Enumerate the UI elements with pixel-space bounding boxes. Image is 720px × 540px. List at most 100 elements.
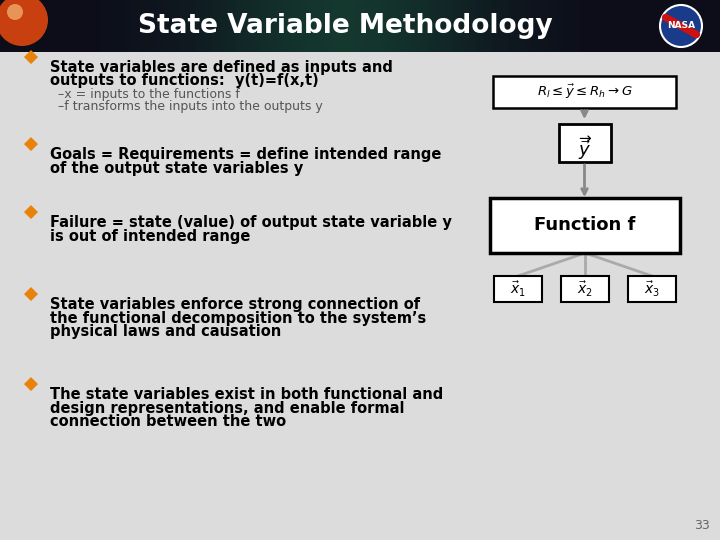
Bar (494, 276, 542, 302)
Bar (340, 0, 348, 52)
Bar (460, 0, 468, 52)
Bar (204, 0, 212, 52)
Bar (188, 0, 196, 52)
Bar (244, 0, 252, 52)
Bar (348, 0, 356, 52)
Text: Failure = state (value) of output state variable y: Failure = state (value) of output state … (50, 215, 452, 230)
Polygon shape (24, 137, 38, 151)
Bar (220, 0, 228, 52)
Bar (196, 0, 204, 52)
Bar (164, 0, 172, 52)
Polygon shape (24, 50, 38, 64)
FancyArrowPatch shape (665, 17, 696, 35)
Circle shape (660, 5, 702, 47)
Polygon shape (24, 205, 38, 219)
Text: $\vec{y}$: $\vec{y}$ (578, 138, 591, 162)
Text: State variables enforce strong connection of: State variables enforce strong connectio… (50, 297, 420, 312)
Text: Goals = Requirements = define intended range: Goals = Requirements = define intended r… (50, 147, 441, 162)
Bar (172, 0, 180, 52)
Bar (493, 76, 676, 108)
Bar (356, 0, 364, 52)
Text: design representations, and enable formal: design representations, and enable forma… (50, 401, 405, 415)
Bar (561, 276, 609, 302)
Bar (548, 0, 556, 52)
Bar (452, 0, 460, 52)
Text: $\vec{x}_2$: $\vec{x}_2$ (577, 280, 593, 299)
Bar (396, 0, 404, 52)
Bar (284, 0, 292, 52)
Bar (500, 0, 508, 52)
Bar (132, 0, 140, 52)
Text: The state variables exist in both functional and: The state variables exist in both functi… (50, 387, 444, 402)
Bar (572, 0, 580, 52)
Text: State variables are defined as inputs and: State variables are defined as inputs an… (50, 60, 393, 75)
Bar (100, 0, 108, 52)
Bar (228, 0, 236, 52)
Bar (428, 0, 436, 52)
Bar (236, 0, 244, 52)
Bar (292, 0, 300, 52)
Text: NASA: NASA (667, 22, 695, 30)
Bar (444, 0, 452, 52)
Text: Function f: Function f (534, 217, 636, 234)
Text: –x = inputs to the functions f: –x = inputs to the functions f (58, 88, 240, 101)
Bar (412, 0, 420, 52)
Bar (388, 0, 396, 52)
Bar (556, 0, 564, 52)
Bar (364, 0, 372, 52)
Bar (156, 0, 164, 52)
Bar (212, 0, 220, 52)
Bar (252, 0, 260, 52)
Polygon shape (24, 287, 38, 301)
Bar (484, 0, 492, 52)
Bar (372, 0, 380, 52)
Text: –f transforms the inputs into the outputs y: –f transforms the inputs into the output… (58, 100, 323, 113)
Text: $\rightarrow$: $\rightarrow$ (576, 131, 593, 145)
Bar (324, 0, 332, 52)
Bar (436, 0, 444, 52)
Bar (516, 0, 524, 52)
Bar (140, 0, 148, 52)
Bar (332, 0, 340, 52)
Text: 33: 33 (694, 519, 710, 532)
Bar (420, 0, 428, 52)
Text: $\vec{x}_1$: $\vec{x}_1$ (510, 280, 526, 299)
Bar (268, 0, 276, 52)
Text: $R_l \leq \vec{y} \leq R_h \rightarrow G$: $R_l \leq \vec{y} \leq R_h \rightarrow G… (536, 83, 632, 101)
Text: outputs to functions:  y(t)=f(x,t): outputs to functions: y(t)=f(x,t) (50, 73, 319, 89)
Text: of the output state variables y: of the output state variables y (50, 160, 303, 176)
Polygon shape (24, 377, 38, 391)
Bar (316, 0, 324, 52)
Bar (492, 0, 500, 52)
Bar (300, 0, 308, 52)
Bar (468, 0, 476, 52)
Text: physical laws and causation: physical laws and causation (50, 324, 282, 339)
Bar (404, 0, 412, 52)
Text: the functional decomposition to the system’s: the functional decomposition to the syst… (50, 310, 426, 326)
Bar (108, 0, 116, 52)
Bar (260, 0, 268, 52)
Bar (490, 198, 680, 253)
Bar (524, 0, 532, 52)
Bar (276, 0, 284, 52)
Text: connection between the two: connection between the two (50, 414, 286, 429)
Text: is out of intended range: is out of intended range (50, 228, 251, 244)
Bar (124, 0, 132, 52)
Bar (564, 0, 572, 52)
Circle shape (7, 4, 23, 20)
Bar (540, 0, 548, 52)
Text: $\vec{x}_3$: $\vec{x}_3$ (644, 280, 660, 299)
Circle shape (0, 0, 48, 46)
Bar (380, 0, 388, 52)
Bar (476, 0, 484, 52)
Bar (308, 0, 316, 52)
Bar (628, 276, 676, 302)
Bar (116, 0, 124, 52)
Bar (148, 0, 156, 52)
Bar (0, 0, 720, 52)
Bar (180, 0, 188, 52)
Bar (532, 0, 540, 52)
Text: State Variable Methodology: State Variable Methodology (138, 13, 552, 39)
Bar (559, 124, 611, 162)
Bar (508, 0, 516, 52)
